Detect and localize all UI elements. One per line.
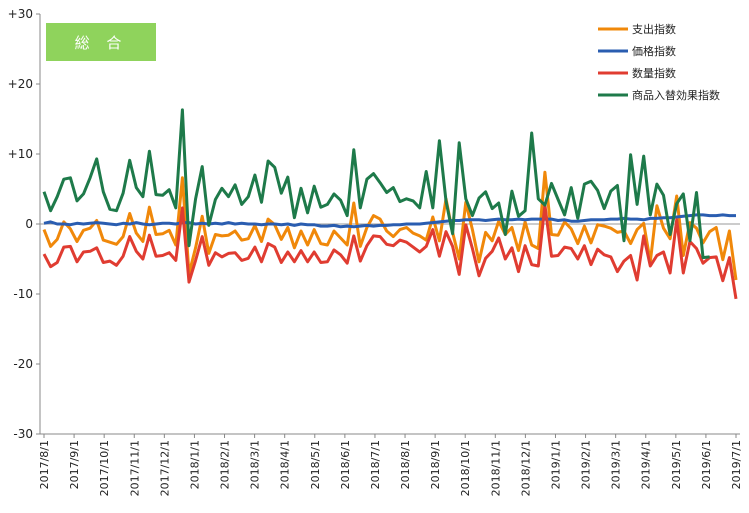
x-tick-label: 2019/7/1 xyxy=(730,440,743,489)
badge-text: 総 合 xyxy=(75,34,128,52)
x-tick-label: 2019/5/1 xyxy=(670,440,683,489)
x-tick-label: 2018/8/1 xyxy=(399,440,412,489)
x-tick-label: 2018/6/1 xyxy=(339,440,352,489)
y-tick-label: +20 xyxy=(8,77,33,91)
x-tick-label: 2018/4/1 xyxy=(279,440,292,489)
series-line xyxy=(42,203,738,300)
x-tick-label: 2017/8/1 xyxy=(38,440,51,489)
y-tick-label: -20 xyxy=(13,357,33,371)
x-tick-label: 2017/12/1 xyxy=(158,440,171,496)
series-lines xyxy=(42,108,738,300)
legend-label: 支出指数 xyxy=(632,22,676,36)
y-axis-ticks: -30 -20 -10 0 +10 +20 +30 xyxy=(8,7,40,441)
x-tick-label: 2019/6/1 xyxy=(700,440,713,489)
x-tick-label: 2018/7/1 xyxy=(369,440,382,489)
x-tick-label: 2019/3/1 xyxy=(610,440,623,489)
legend-label: 価格指数 xyxy=(632,44,676,58)
x-tick-label: 2018/12/1 xyxy=(519,440,532,496)
x-tick-label: 2018/1/1 xyxy=(188,440,201,489)
y-tick-label: +30 xyxy=(8,7,33,21)
series-line xyxy=(42,170,738,281)
y-tick-label: +10 xyxy=(8,147,33,161)
x-axis-ticks: 2017/8/1 2017/9/1 2017/10/1 2017/11/1 2017/1… xyxy=(38,434,743,496)
x-tick-label: 2018/10/1 xyxy=(459,440,472,496)
x-tick-label: 2019/2/1 xyxy=(580,440,593,489)
x-tick-label: 2017/11/1 xyxy=(128,440,141,496)
legend-label: 数量指数 xyxy=(632,66,676,80)
x-tick-label: 2018/5/1 xyxy=(309,440,322,489)
x-tick-label: 2018/2/1 xyxy=(219,440,232,489)
badge-box xyxy=(46,23,156,61)
x-tick-label: 2018/3/1 xyxy=(249,440,262,489)
x-tick-label: 2019/4/1 xyxy=(640,440,653,489)
y-tick-label: 0 xyxy=(25,217,33,231)
legend-label: 商品入替効果指数 xyxy=(632,88,720,102)
x-tick-label: 2017/10/1 xyxy=(98,440,111,496)
x-tick-label: 2018/9/1 xyxy=(429,440,442,489)
badge: 総 合 xyxy=(46,23,156,61)
x-tick-label: 2017/9/1 xyxy=(68,440,81,489)
x-tick-label: 2019/1/1 xyxy=(549,440,562,489)
x-tick-label: 2018/11/1 xyxy=(489,440,502,496)
y-tick-label: -10 xyxy=(13,287,33,301)
series-line xyxy=(42,108,710,260)
y-tick-label: -30 xyxy=(13,427,33,441)
